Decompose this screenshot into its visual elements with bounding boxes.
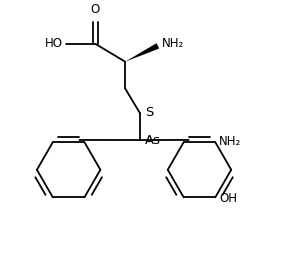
Text: S: S	[145, 106, 153, 119]
Text: NH₂: NH₂	[219, 135, 242, 148]
Text: As: As	[145, 134, 161, 146]
Polygon shape	[125, 43, 159, 62]
Text: O: O	[91, 3, 100, 16]
Text: OH: OH	[219, 192, 237, 205]
Text: HO: HO	[45, 37, 63, 50]
Text: NH₂: NH₂	[162, 37, 184, 50]
